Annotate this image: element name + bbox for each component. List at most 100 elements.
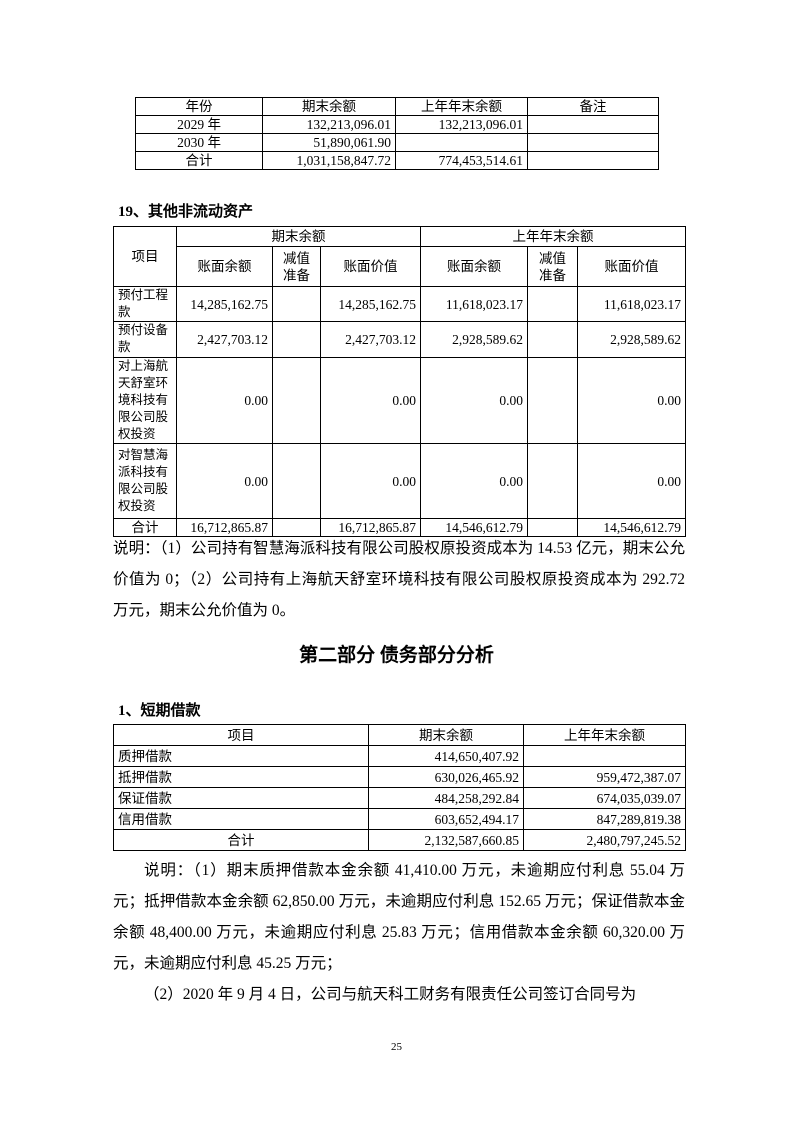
cell <box>527 357 578 444</box>
cell: 2,427,703.12 <box>320 321 421 358</box>
cell: 14,546,612.79 <box>577 518 686 537</box>
cell: 132,213,096.01 <box>262 115 396 134</box>
section-heading: 1、短期借款 <box>118 703 201 719</box>
cell: 0.00 <box>577 357 686 444</box>
table-row-total: 合计 1,031,158,847.72 774,453,514.61 <box>135 151 659 170</box>
header-cell: 账面余额 <box>176 246 273 287</box>
cell: 674,035,039.07 <box>523 787 686 809</box>
cell: 414,650,407.92 <box>368 745 524 767</box>
cell: 2029 年 <box>135 115 263 134</box>
header-cell: 项目 <box>113 724 369 746</box>
cell: 保证借款 <box>113 787 369 809</box>
cell: 14,285,162.75 <box>320 286 421 322</box>
cell: 2,928,589.62 <box>577 321 686 358</box>
cell: 0.00 <box>420 357 528 444</box>
cell: 0.00 <box>176 357 273 444</box>
header-cell: 减值准备 <box>527 246 578 287</box>
cell <box>272 357 321 444</box>
table-row: 保证借款 484,258,292.84 674,035,039.07 <box>113 787 686 809</box>
table-row: 2030 年 51,890,061.90 <box>135 133 659 152</box>
header-cell: 期末余额 <box>368 724 524 746</box>
cell: 合计 <box>113 829 369 851</box>
header-cell: 上年年末余额 <box>523 724 686 746</box>
table-row: 对智慧海派科技有限公司股权投资 0.00 0.00 0.00 0.00 <box>113 443 686 519</box>
cell: 2,132,587,660.85 <box>368 829 524 851</box>
cell: 0.00 <box>320 443 421 519</box>
table-row: 质押借款 414,650,407.92 <box>113 745 686 767</box>
cell <box>527 115 659 134</box>
header-cell: 年份 <box>135 97 263 116</box>
table-subheader-row: 账面余额 减值准备 账面价值 账面余额 减值准备 账面价值 <box>114 246 686 287</box>
cell: 959,472,387.07 <box>523 766 686 788</box>
cell <box>527 443 578 519</box>
table-header-row: 项目 期末余额 上年年末余额 <box>113 724 686 746</box>
cell: 16,712,865.87 <box>320 518 421 537</box>
cell: 2,427,703.12 <box>176 321 273 358</box>
cell <box>527 133 659 152</box>
cell: 51,890,061.90 <box>262 133 396 152</box>
cell <box>527 286 578 322</box>
cell: 抵押借款 <box>113 766 369 788</box>
cell: 对智慧海派科技有限公司股权投资 <box>113 443 177 519</box>
cell: 对上海航天舒室环境科技有限公司股权投资 <box>113 357 177 444</box>
cell: 630,026,465.92 <box>368 766 524 788</box>
cell <box>527 151 659 170</box>
cell <box>272 443 321 519</box>
section-heading: 19、其他非流动资产 <box>118 204 254 220</box>
cell: 0.00 <box>320 357 421 444</box>
table-row: 信用借款 603,652,494.17 847,289,819.38 <box>113 808 686 830</box>
cell <box>272 321 321 358</box>
cell: 合计 <box>135 151 263 170</box>
short-term-loans-table: 项目 期末余额 上年年末余额 质押借款 414,650,407.92 抵押借款 … <box>113 724 686 851</box>
header-cell: 期末余额 <box>262 97 396 116</box>
header-cell: 上年年末余额 <box>395 97 528 116</box>
cell: 预付设备款 <box>113 321 177 358</box>
cell: 0.00 <box>420 443 528 519</box>
note-paragraph: 说明：（1）期末质押借款本金余额 41,410.00 万元，未逾期应付利息 55… <box>113 862 685 972</box>
cell: 132,213,096.01 <box>395 115 528 134</box>
cell: 2030 年 <box>135 133 263 152</box>
cell: 774,453,514.61 <box>395 151 528 170</box>
cell <box>527 321 578 358</box>
cell <box>272 286 321 322</box>
page-number: 25 <box>391 1041 402 1053</box>
header-cell: 项目 <box>113 226 177 287</box>
cell: 信用借款 <box>113 808 369 830</box>
table-row: 对上海航天舒室环境科技有限公司股权投资 0.00 0.00 0.00 0.00 <box>113 357 686 444</box>
header-cell: 备注 <box>527 97 659 116</box>
cell <box>395 133 528 152</box>
table-header-row: 年份 期末余额 上年年末余额 备注 <box>135 97 659 116</box>
cell: 1,031,158,847.72 <box>262 151 396 170</box>
table-row: 抵押借款 630,026,465.92 959,472,387.07 <box>113 766 686 788</box>
table-row: 2029 年 132,213,096.01 132,213,096.01 <box>135 115 659 134</box>
header-cell: 账面余额 <box>420 246 528 287</box>
table-header-row: 项目 期末余额 上年年末余额 <box>113 226 686 287</box>
note-paragraph: （2）2020 年 9 月 4 日，公司与航天科工财务有限责任公司签订合同号为 <box>144 986 637 1003</box>
header-cell: 减值准备 <box>272 246 321 287</box>
header-cell: 账面价值 <box>320 246 421 287</box>
maturity-table: 年份 期末余额 上年年末余额 备注 2029 年 132,213,096.01 … <box>135 97 659 170</box>
cell: 603,652,494.17 <box>368 808 524 830</box>
cell: 11,618,023.17 <box>420 286 528 322</box>
cell: 0.00 <box>176 443 273 519</box>
cell: 0.00 <box>577 443 686 519</box>
cell: 2,928,589.62 <box>420 321 528 358</box>
cell: 14,285,162.75 <box>176 286 273 322</box>
header-cell: 上年年末余额 <box>420 226 686 247</box>
table-row-total: 合计 2,132,587,660.85 2,480,797,245.52 <box>113 829 686 851</box>
cell: 847,289,819.38 <box>523 808 686 830</box>
table-row: 预付设备款 2,427,703.12 2,427,703.12 2,928,58… <box>113 321 686 358</box>
cell: 质押借款 <box>113 745 369 767</box>
table-row: 预付工程款 14,285,162.75 14,285,162.75 11,618… <box>113 286 686 322</box>
cell: 11,618,023.17 <box>577 286 686 322</box>
cell: 预付工程款 <box>113 286 177 322</box>
note-paragraph: 说明：（1）公司持有智慧海派科技有限公司股权原投资成本为 14.53 亿元，期末… <box>113 540 685 619</box>
header-cell: 期末余额 <box>176 226 421 247</box>
cell: 2,480,797,245.52 <box>523 829 686 851</box>
other-noncurrent-assets-table: 项目 期末余额 上年年末余额 账面余额 减值准备 账面价值 账面余额 减值准备 … <box>113 226 686 537</box>
table-row-total: 合计 16,712,865.87 16,712,865.87 14,546,61… <box>113 518 686 537</box>
cell <box>523 745 686 767</box>
cell: 484,258,292.84 <box>368 787 524 809</box>
header-cell: 账面价值 <box>577 246 686 287</box>
part-title: 第二部分 债务部分分析 <box>299 645 494 666</box>
